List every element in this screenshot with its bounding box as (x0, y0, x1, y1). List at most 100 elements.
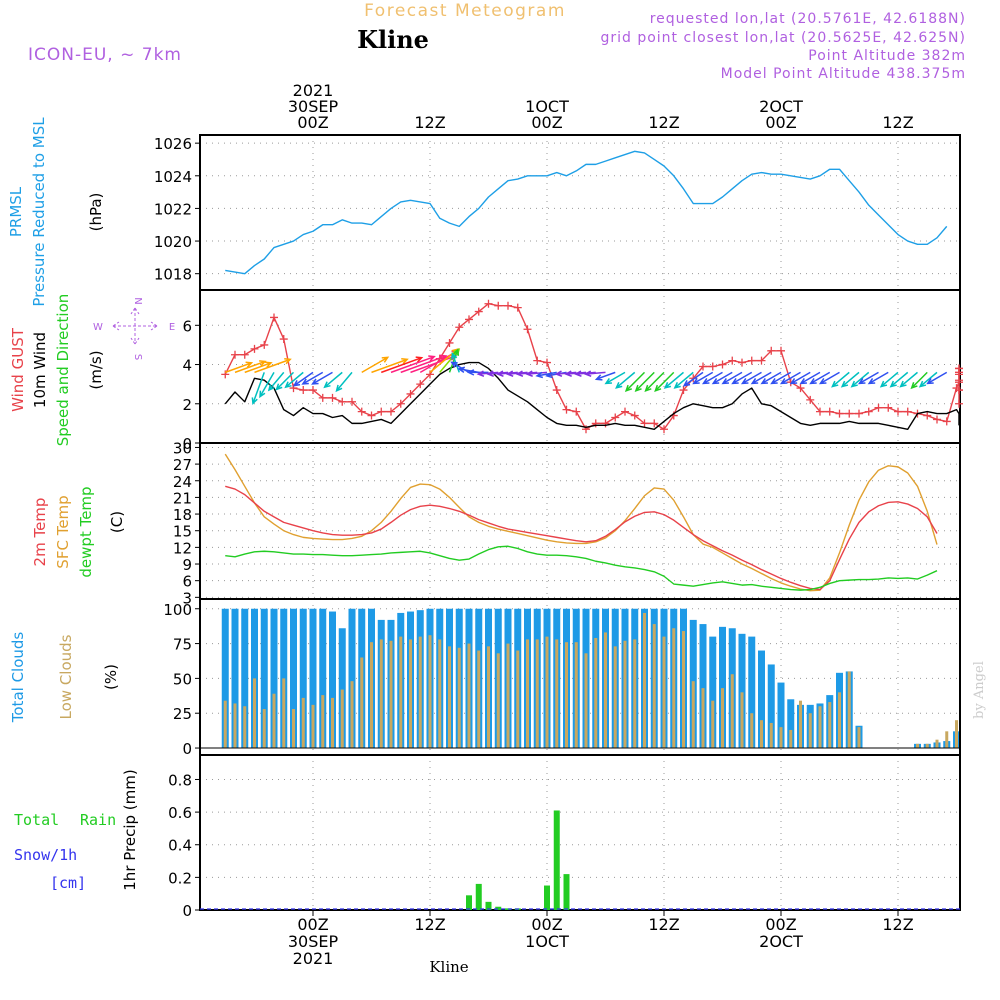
model-label: ICON-EU, ~ 7km (28, 45, 182, 65)
chart-title: Forecast Meteogram (364, 1, 566, 21)
low-cloud-bar (925, 743, 929, 749)
total-cloud-bar (290, 608, 297, 749)
wind-arrow (323, 371, 343, 389)
wind-arrow (740, 371, 762, 385)
compass-ns-arrow (130, 307, 140, 345)
gust-marker (406, 389, 415, 398)
total-cloud-bar (777, 682, 785, 749)
y-tick-label: 1022 (154, 200, 192, 218)
gust-marker (445, 338, 454, 347)
wind-arrow (701, 371, 723, 385)
low-cloud-bar (516, 650, 520, 749)
total-cloud-bar (319, 608, 327, 749)
gust-marker (874, 403, 883, 412)
total-cloud-bar (329, 611, 336, 749)
wind-arrow (644, 371, 665, 392)
pressure-label-1: PRMSL (7, 186, 25, 237)
gust-marker (884, 403, 893, 412)
low-cloud-bar (301, 697, 305, 749)
gust-marker (562, 405, 571, 414)
low-cloud-bar (272, 693, 276, 749)
low-cloud-bar (701, 688, 705, 749)
gust-marker (572, 407, 581, 416)
wind-unit: (m/s) (87, 350, 105, 389)
wind-arrow (301, 371, 324, 385)
top-time-label: 12Z (648, 113, 679, 132)
gust-marker (387, 407, 395, 416)
y-tick-label: 0.6 (168, 804, 192, 822)
y-tick-label: 0 (182, 902, 192, 920)
total-clouds-label: Total Clouds (9, 632, 27, 724)
wind-arrow (311, 371, 333, 385)
temp-panel-frame (199, 442, 961, 600)
gust-marker (699, 362, 707, 371)
gust-marker (318, 393, 327, 402)
gust-marker (718, 360, 727, 369)
low-cloud-bar (916, 743, 919, 749)
bottom-time-label: 00Z (765, 915, 796, 934)
low-cloud-bar (682, 631, 685, 749)
low-cloud-bar (487, 646, 490, 749)
watermark: by Angel (972, 661, 987, 719)
wind-arrow (910, 371, 928, 390)
low-cloud-bar (253, 678, 256, 749)
low-cloud-bar (672, 628, 676, 749)
gust-marker (601, 419, 610, 428)
gust-marker (357, 407, 366, 416)
low-cloud-bar (555, 639, 559, 749)
gust-marker (504, 301, 512, 310)
precip-bar (475, 883, 482, 910)
wind-arrow (789, 371, 811, 385)
precip-snow-unit: [cm] (50, 874, 86, 892)
wind-arrow (583, 370, 606, 377)
top-time-label: 00Z (531, 113, 562, 132)
total-cloud-bar (280, 608, 288, 749)
wind-arrow (448, 348, 460, 373)
low-cloud-bar (633, 639, 637, 749)
low-cloud-bar (418, 636, 422, 749)
wind-arrow (361, 356, 390, 374)
gust-marker (640, 419, 649, 428)
low-cloud-bar (477, 650, 481, 749)
wind-arrow (615, 371, 636, 389)
total-cloud-bar (251, 608, 258, 749)
gust-marker (679, 386, 688, 395)
bottom-time-label: 12Z (648, 915, 679, 934)
y-tick-label: 0.4 (168, 837, 192, 855)
compass-w: W (93, 322, 103, 333)
low-cloud-bar (311, 704, 315, 749)
gust-marker (552, 386, 561, 395)
gust-marker (650, 419, 659, 428)
gust-marker (611, 413, 620, 422)
precip-bar (466, 895, 472, 910)
wind-arrow (721, 371, 743, 385)
wind-arrow (682, 371, 704, 387)
gust-marker (523, 325, 532, 334)
precip-bar (485, 901, 492, 910)
sfc-temp-label: SFC Temp (54, 495, 72, 568)
low-cloud-bar (399, 636, 403, 749)
wind-arrow (535, 371, 557, 379)
wind-arrow (654, 371, 675, 392)
total-cloud-bar (767, 664, 775, 749)
wind-arrow (663, 371, 684, 389)
gust-marker (494, 301, 503, 310)
low-cloud-bar (545, 636, 549, 749)
total-cloud-bar (309, 608, 317, 749)
low-cloud-bar (360, 657, 364, 749)
low-cloud-bar (857, 727, 861, 749)
wind-arrow (818, 371, 840, 385)
gust-label: Wind GUST (9, 327, 27, 412)
gust-marker (955, 386, 963, 395)
gust-marker (855, 409, 863, 418)
total-cloud-bar (758, 650, 765, 749)
y-tick-label: 21 (173, 489, 192, 507)
gust-marker (955, 399, 963, 408)
wind-arrow (770, 371, 792, 385)
gust-marker (708, 362, 717, 371)
wind-label: 10m Wind (31, 332, 49, 408)
total-cloud-bar (748, 636, 756, 749)
wind-arrow (234, 360, 267, 374)
top-time-label: 12Z (882, 113, 913, 132)
low-cloud-bar (389, 640, 393, 749)
